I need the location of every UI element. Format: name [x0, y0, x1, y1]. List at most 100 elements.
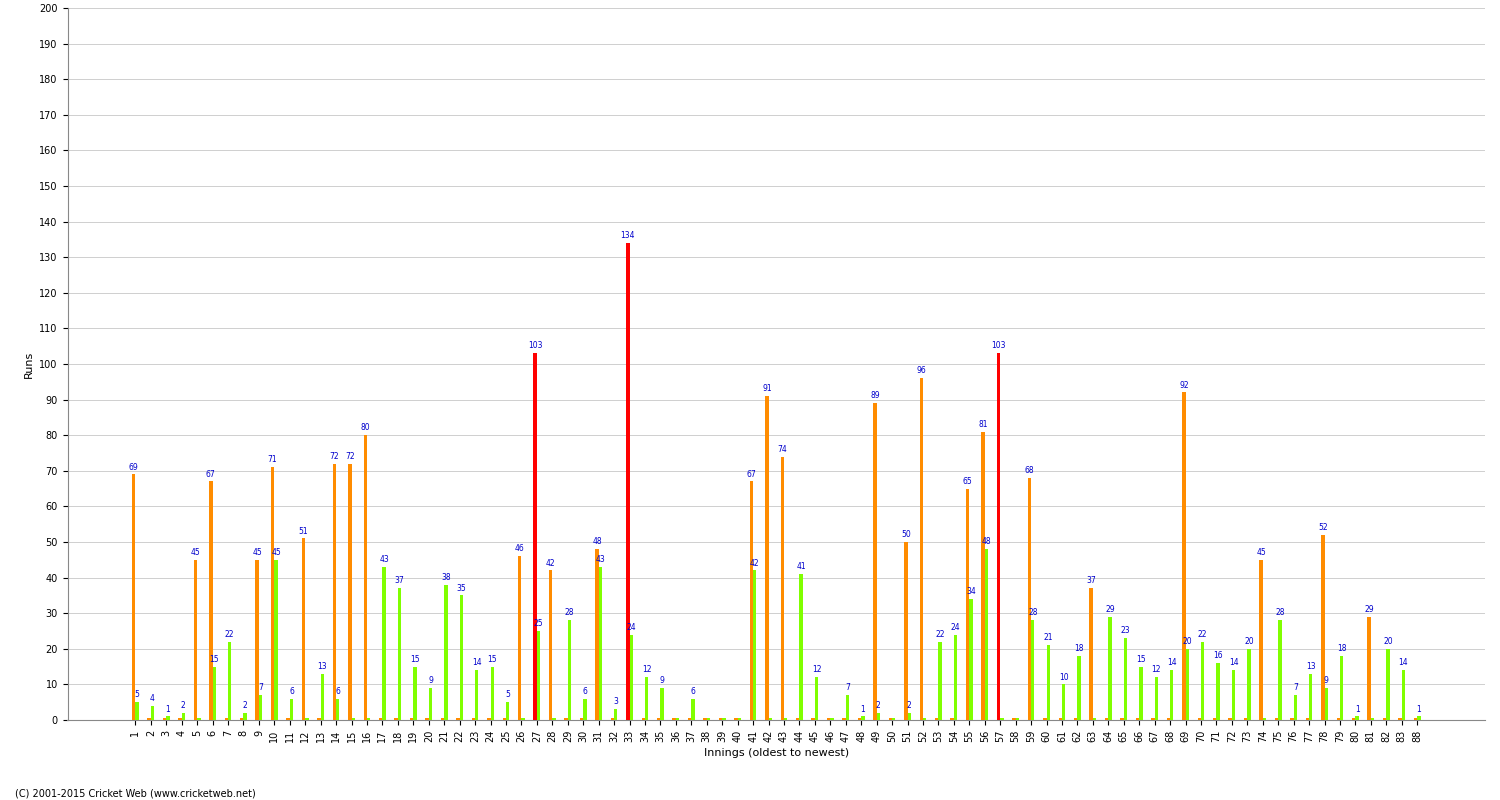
Text: 15: 15 [410, 654, 420, 664]
Bar [858, 718, 861, 720]
Text: 45: 45 [190, 548, 201, 557]
Bar [1013, 718, 1016, 720]
Text: 22: 22 [225, 630, 234, 639]
Text: 25: 25 [534, 619, 543, 628]
Text: 46: 46 [514, 544, 525, 554]
Text: 134: 134 [621, 231, 634, 240]
Bar [518, 556, 522, 720]
Bar [196, 718, 201, 720]
Bar [1418, 717, 1420, 720]
X-axis label: Innings (oldest to newest): Innings (oldest to newest) [704, 748, 849, 758]
Text: 67: 67 [206, 470, 216, 478]
Bar [304, 718, 309, 720]
Bar [564, 718, 568, 720]
Text: 28: 28 [1275, 609, 1284, 618]
Bar [506, 702, 510, 720]
Text: 7: 7 [258, 683, 262, 692]
Bar [892, 718, 896, 720]
Bar [1293, 695, 1298, 720]
Bar [676, 718, 680, 720]
Bar [568, 620, 572, 720]
Bar [1275, 718, 1278, 720]
Bar [1290, 718, 1293, 720]
Text: 1: 1 [165, 705, 171, 714]
Bar [796, 718, 800, 720]
Bar [954, 634, 957, 720]
Bar [1074, 718, 1077, 720]
Text: 50: 50 [902, 530, 910, 539]
Bar [459, 595, 464, 720]
Bar [718, 718, 722, 720]
Bar [1000, 718, 1004, 720]
Bar [456, 718, 459, 720]
Text: 14: 14 [1228, 658, 1239, 667]
Bar [1216, 663, 1219, 720]
Text: 10: 10 [1059, 673, 1068, 682]
Text: 69: 69 [129, 462, 138, 471]
Y-axis label: Runs: Runs [24, 350, 33, 378]
Bar [1150, 718, 1155, 720]
Text: 81: 81 [978, 420, 988, 429]
Bar [1106, 718, 1108, 720]
Text: 20: 20 [1383, 637, 1394, 646]
Bar [645, 678, 648, 720]
Bar [1232, 670, 1234, 720]
Bar [1182, 393, 1185, 720]
Text: 45: 45 [1256, 548, 1266, 557]
Bar [934, 718, 939, 720]
Bar [302, 538, 304, 720]
Bar [1077, 656, 1082, 720]
Bar [704, 718, 706, 720]
Bar [920, 378, 922, 720]
Text: 48: 48 [981, 538, 992, 546]
Bar [333, 464, 336, 720]
Bar [1138, 666, 1143, 720]
Bar [1094, 718, 1096, 720]
Text: 103: 103 [528, 342, 543, 350]
Bar [228, 642, 231, 720]
Text: 29: 29 [1365, 605, 1374, 614]
Bar [660, 688, 664, 720]
Text: (C) 2001-2015 Cricket Web (www.cricketweb.net): (C) 2001-2015 Cricket Web (www.cricketwe… [15, 788, 255, 798]
Bar [182, 713, 184, 720]
Bar [1047, 646, 1050, 720]
Text: 35: 35 [456, 583, 466, 593]
Text: 18: 18 [1336, 644, 1347, 653]
Text: 6: 6 [290, 686, 294, 696]
Bar [876, 713, 880, 720]
Bar [904, 542, 908, 720]
Bar [1322, 535, 1324, 720]
Bar [441, 718, 444, 720]
Bar [225, 718, 228, 720]
Text: 14: 14 [1398, 658, 1408, 667]
Bar [537, 631, 540, 720]
Text: 14: 14 [472, 658, 482, 667]
Bar [768, 718, 772, 720]
Bar [394, 718, 398, 720]
Text: 12: 12 [642, 666, 651, 674]
Bar [318, 718, 321, 720]
Bar [503, 718, 506, 720]
Bar [552, 718, 555, 720]
Bar [630, 634, 633, 720]
Bar [321, 674, 324, 720]
Bar [1170, 670, 1173, 720]
Bar [1371, 718, 1374, 720]
Bar [1324, 688, 1328, 720]
Bar [922, 718, 927, 720]
Bar [1244, 718, 1248, 720]
Bar [1062, 685, 1065, 720]
Text: 29: 29 [1106, 605, 1114, 614]
Bar [1401, 670, 1406, 720]
Bar [706, 718, 710, 720]
Bar [1155, 678, 1158, 720]
Bar [626, 243, 630, 720]
Bar [1260, 560, 1263, 720]
Text: 51: 51 [298, 526, 309, 535]
Text: 72: 72 [330, 452, 339, 461]
Bar [780, 457, 784, 720]
Bar [846, 695, 849, 720]
Bar [1414, 718, 1418, 720]
Text: 6: 6 [690, 686, 696, 696]
Bar [688, 718, 692, 720]
